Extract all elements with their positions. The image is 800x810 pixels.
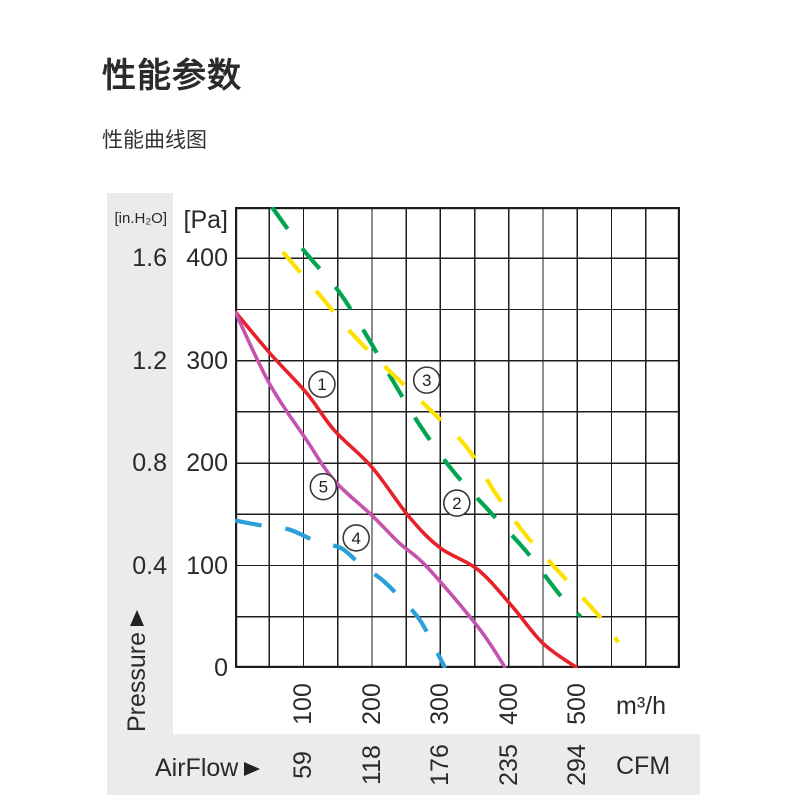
curve-number-labels: 1 2 3 4 5 xyxy=(308,366,471,552)
inh2o-tick-1.2: 1.2 xyxy=(132,346,167,375)
pressure-axis-label-text: Pressure xyxy=(123,631,151,733)
right-arrow-icon xyxy=(244,761,261,776)
cfm-tick-176: 176 xyxy=(426,744,455,786)
chart-border xyxy=(235,207,680,668)
up-arrow-icon xyxy=(130,609,144,626)
curves-group xyxy=(235,207,621,668)
pa-tick-400: 400 xyxy=(186,244,228,273)
curve-5 xyxy=(235,310,507,668)
curve-3 xyxy=(281,250,621,644)
x-axis-unit-cfm: CFM xyxy=(616,752,671,780)
svg-text:3: 3 xyxy=(422,371,431,390)
airflow-axis-label-text: AirFlow xyxy=(155,754,239,782)
page-subtitle: 性能曲线图 xyxy=(102,129,207,152)
cfm-tick-118: 118 xyxy=(357,745,386,785)
x-axis-unit-m3h: m³/h xyxy=(616,692,666,720)
curve-5-label: 5 xyxy=(309,472,338,501)
performance-curve-chart: 1 2 3 4 5 xyxy=(235,207,680,668)
pa-tick-0: 0 xyxy=(214,654,228,682)
page-title: 性能参数 xyxy=(102,57,242,95)
y-axis-unit-pa: [Pa] xyxy=(183,206,228,234)
pa-tick-300: 300 xyxy=(186,346,228,375)
svg-text:4: 4 xyxy=(351,529,360,548)
y-axis-unit-inh2o: [in.H₂O] xyxy=(114,210,168,227)
curve-4-label: 4 xyxy=(342,524,370,552)
curve-3-label: 3 xyxy=(412,366,441,394)
left-axis-background-strip xyxy=(107,193,173,734)
svg-text:5: 5 xyxy=(319,478,328,497)
inh2o-tick-0.4: 0.4 xyxy=(132,551,167,580)
pa-tick-100: 100 xyxy=(186,551,228,580)
pressure-axis-label: Pressure xyxy=(123,591,151,751)
inh2o-tick-0.8: 0.8 xyxy=(132,449,167,478)
cfm-tick-59: 59 xyxy=(289,751,318,779)
curve-1 xyxy=(235,310,579,668)
cfm-tick-235: 235 xyxy=(494,744,523,786)
svg-text:1: 1 xyxy=(317,375,326,394)
curve-2 xyxy=(270,207,583,619)
curve-2-label: 2 xyxy=(443,489,471,517)
pa-tick-200: 200 xyxy=(186,449,228,478)
bottom-axis-background-strip xyxy=(107,734,700,795)
curve-4 xyxy=(235,518,448,668)
grid-lines xyxy=(235,207,680,668)
cfm-tick-294: 294 xyxy=(563,744,592,786)
curve-1-label: 1 xyxy=(308,370,336,399)
svg-text:2: 2 xyxy=(452,494,461,513)
inh2o-tick-1.6: 1.6 xyxy=(132,244,167,273)
airflow-axis-label: AirFlow xyxy=(155,754,261,783)
